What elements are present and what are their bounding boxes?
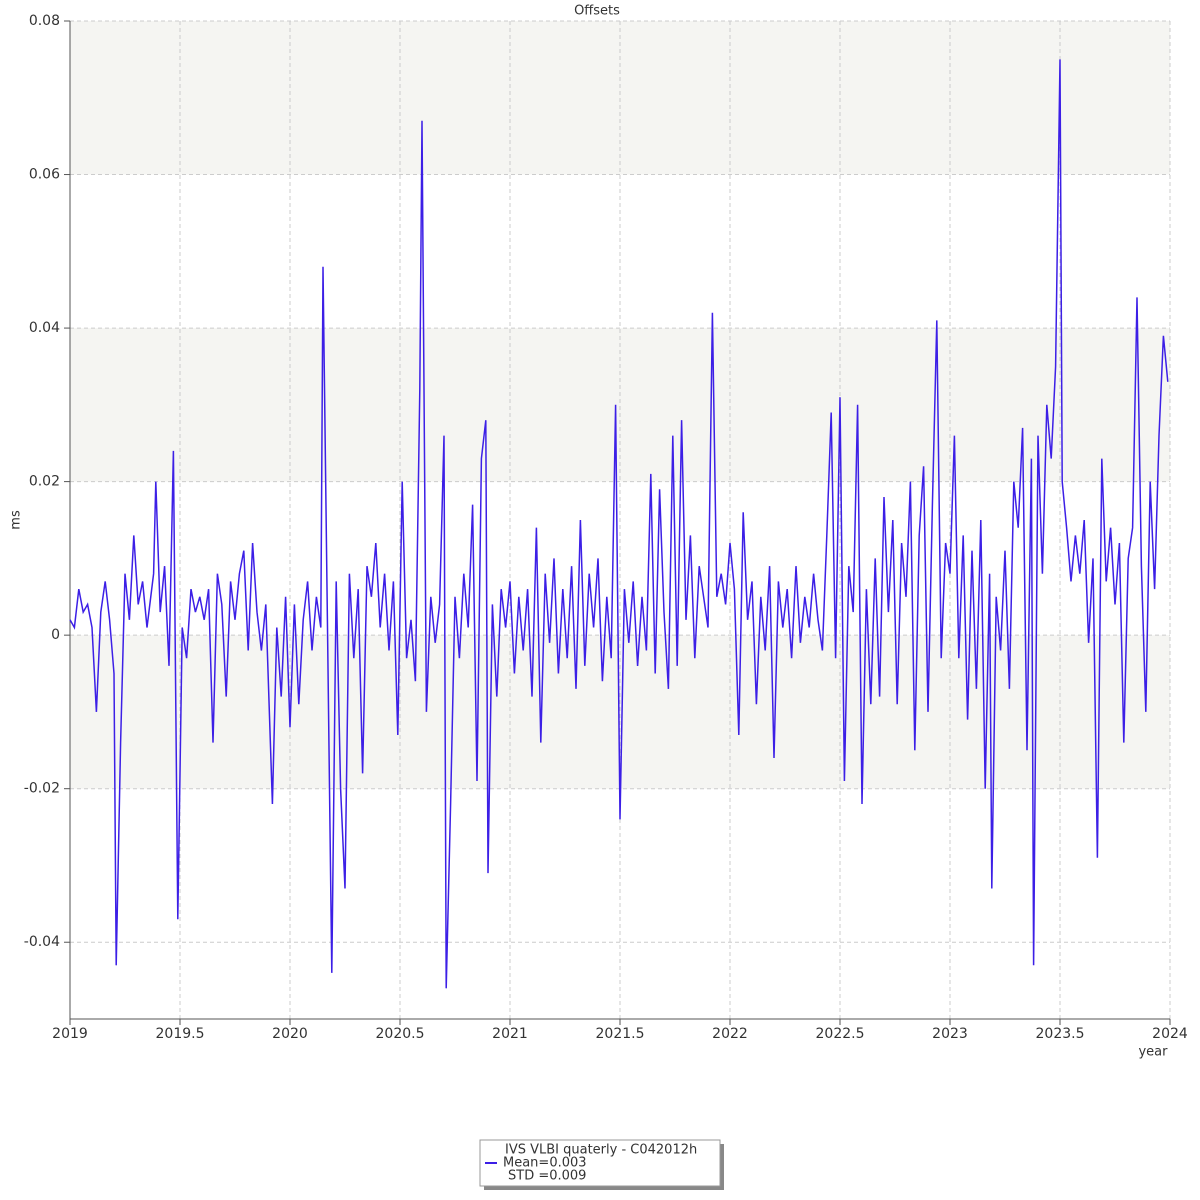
- legend-stat: Mean=0.003: [503, 1156, 587, 1171]
- legend-stat: STD =0.009: [508, 1169, 586, 1184]
- chart-title: Offsets: [574, 4, 620, 19]
- y-tick-label: 0.08: [29, 13, 60, 29]
- x-tick-label: 2021.5: [596, 1026, 645, 1042]
- x-tick-label: 2021: [492, 1026, 528, 1042]
- y-tick-label: 0.02: [29, 474, 60, 490]
- x-tick-label: 2020: [272, 1026, 308, 1042]
- x-tick-label: 2022.5: [816, 1026, 865, 1042]
- y-tick-label: 0.04: [29, 320, 60, 336]
- x-tick-label: 2020.5: [376, 1026, 425, 1042]
- x-tick-label: 2022: [712, 1026, 748, 1042]
- y-tick-label: -0.04: [24, 934, 60, 950]
- plot: [69, 59, 1169, 989]
- legend-box: [479, 1139, 721, 1187]
- y-axis-label: ms: [9, 510, 24, 530]
- x-axis-label: year: [1138, 1045, 1168, 1060]
- y-tick-label: 0: [51, 627, 60, 643]
- x-tick-label: 2019: [52, 1026, 88, 1042]
- legend: IVS VLBI quaterly - C042012h Mean=0.003 …: [479, 1139, 724, 1190]
- y-tick-label: 0.06: [29, 167, 60, 183]
- y-tick-label: -0.02: [24, 781, 60, 797]
- series-line: [69, 59, 1169, 989]
- legend-label: IVS VLBI quaterly - C042012h: [505, 1143, 697, 1158]
- x-tick-label: 2023: [932, 1026, 968, 1042]
- x-tick-label: 2024: [1152, 1026, 1188, 1042]
- x-tick-label: 2023.5: [1036, 1026, 1085, 1042]
- x-tick-label: 2019.5: [156, 1026, 205, 1042]
